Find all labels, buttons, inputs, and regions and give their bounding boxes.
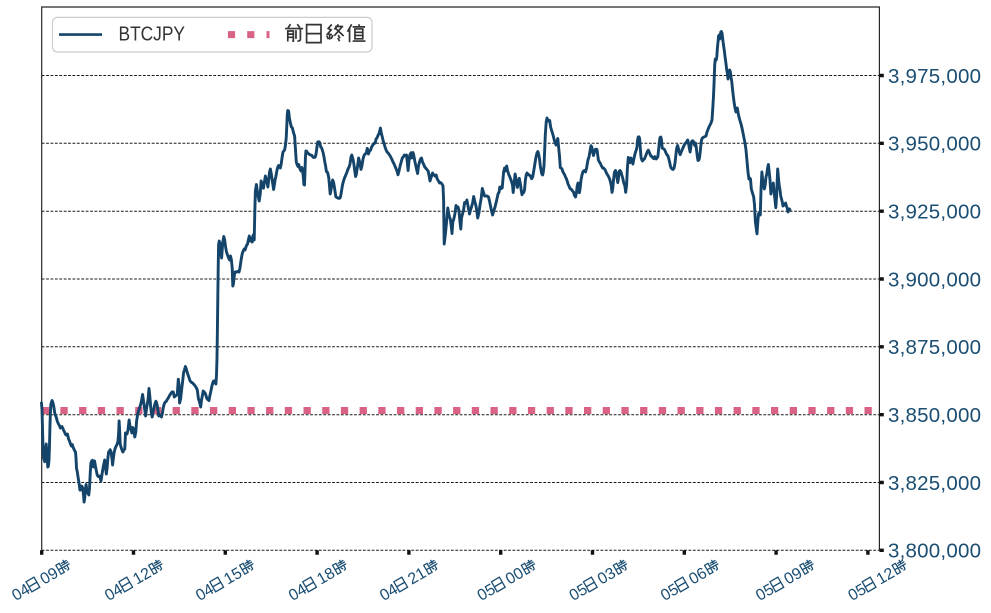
svg-text:3,825,000: 3,825,000 xyxy=(888,472,981,495)
svg-text:04: 04 xyxy=(377,581,401,605)
svg-text:05: 05 xyxy=(845,581,869,605)
svg-text:12: 12 xyxy=(874,565,898,589)
svg-text:05: 05 xyxy=(658,581,682,605)
svg-text:12: 12 xyxy=(130,565,154,589)
svg-text:05: 05 xyxy=(475,581,499,605)
svg-text:05: 05 xyxy=(567,581,591,605)
svg-text:04: 04 xyxy=(193,581,217,605)
svg-text:21: 21 xyxy=(405,565,429,589)
svg-text:3,800,000: 3,800,000 xyxy=(888,540,981,563)
svg-text:3,950,000: 3,950,000 xyxy=(888,133,981,156)
svg-text:3,875,000: 3,875,000 xyxy=(888,336,981,359)
svg-text:04: 04 xyxy=(102,581,126,605)
svg-text:04: 04 xyxy=(286,581,310,605)
svg-text:3,900,000: 3,900,000 xyxy=(888,268,981,291)
svg-text:04: 04 xyxy=(9,581,33,605)
svg-text:06: 06 xyxy=(686,565,710,589)
svg-text:18: 18 xyxy=(314,565,338,589)
svg-text:00: 00 xyxy=(503,565,527,589)
svg-text:03: 03 xyxy=(595,565,619,589)
svg-text:09: 09 xyxy=(37,565,61,589)
svg-text:3,850,000: 3,850,000 xyxy=(888,404,981,427)
svg-text:3,925,000: 3,925,000 xyxy=(888,201,981,224)
svg-text:3,975,000: 3,975,000 xyxy=(888,65,981,88)
svg-text:09: 09 xyxy=(781,565,805,589)
svg-text:05: 05 xyxy=(753,581,777,605)
svg-text:15: 15 xyxy=(221,565,245,589)
svg-text:BTCJPY: BTCJPY xyxy=(119,23,186,46)
